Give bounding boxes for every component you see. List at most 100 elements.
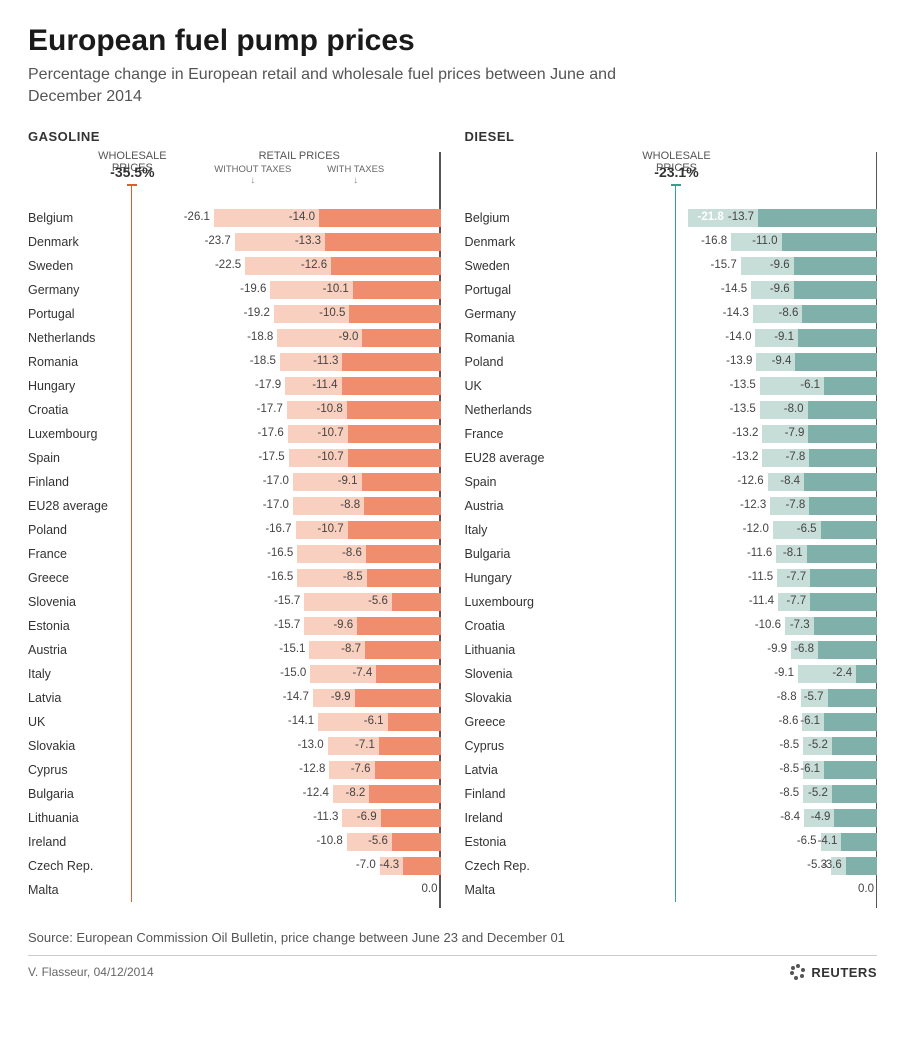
value-without-taxes: -17.5	[258, 451, 284, 463]
value-with-taxes: -4.3	[379, 859, 399, 871]
bar-area: -8.6-6.1	[565, 712, 878, 732]
retail-label: RETAIL PRICES	[214, 150, 384, 162]
bar-area: -11.5-7.7	[565, 568, 878, 588]
value-with-taxes: -6.1	[800, 379, 820, 391]
country-label: Denmark	[28, 235, 128, 249]
bar-area: -23.7 -13.3	[128, 232, 441, 252]
value-with-taxes: -7.1	[355, 739, 375, 751]
bar-without-taxes-overlay	[379, 737, 441, 755]
value-without-taxes: -23.7	[205, 235, 231, 247]
country-label: Netherlands	[28, 331, 128, 345]
country-label: Estonia	[28, 619, 128, 633]
bar-area: -16.5-8.6	[128, 544, 441, 564]
zero-label: 0.0	[422, 883, 438, 895]
country-label: Sweden	[28, 259, 128, 273]
country-label: Sweden	[465, 259, 565, 273]
data-row: Finland-8.5-5.2	[465, 782, 878, 806]
value-without-taxes: -8.5	[779, 787, 799, 799]
bar-without-taxes-overlay	[832, 737, 877, 755]
country-label: Latvia	[28, 691, 128, 705]
bar-area: -12.6-8.4	[565, 472, 878, 492]
value-with-taxes: -8.4	[780, 475, 800, 487]
bar-without-taxes-overlay	[349, 305, 440, 323]
bar-area: -15.1-8.7	[128, 640, 441, 660]
country-label: Bulgaria	[465, 547, 565, 561]
bar-without-taxes-overlay	[804, 473, 877, 491]
bar-area: -12.3-7.8	[565, 496, 878, 516]
bar-area: 0.0	[128, 880, 441, 900]
value-without-taxes: -13.2	[732, 427, 758, 439]
country-label: Latvia	[465, 763, 565, 777]
bar-without-taxes-overlay	[375, 761, 441, 779]
bar-area: -14.3-8.6	[565, 304, 878, 324]
value-with-taxes: -7.3	[790, 619, 810, 631]
country-label: Germany	[465, 307, 565, 321]
value-with-taxes: -10.5	[319, 307, 345, 319]
value-with-taxes: -6.8	[794, 643, 814, 655]
data-row: EU28 average-17.0-8.8	[28, 494, 441, 518]
value-without-taxes: -17.7	[257, 403, 283, 415]
bar-area: -13.0-7.1	[128, 736, 441, 756]
data-row: Cyprus-8.5-5.2	[465, 734, 878, 758]
country-label: Belgium	[28, 211, 128, 225]
bar-without-taxes-overlay	[795, 353, 877, 371]
data-row: Italy-12.0-6.5	[465, 518, 878, 542]
value-without-taxes: -16.5	[267, 571, 293, 583]
country-label: Malta	[28, 883, 128, 897]
country-label: France	[465, 427, 565, 441]
reuters-dots-icon	[790, 964, 806, 980]
data-row: Germany-19.6-10.1	[28, 278, 441, 302]
bar-area: -14.1-6.1	[128, 712, 441, 732]
wholesale-tick-cap	[127, 184, 137, 186]
without-taxes-label: WITHOUT TAXES	[214, 164, 291, 175]
value-with-taxes: -13.7	[728, 211, 754, 223]
bar-without-taxes-overlay	[814, 617, 877, 635]
value-without-taxes: -19.6	[240, 283, 266, 295]
data-row: Luxembourg-11.4-7.7	[465, 590, 878, 614]
panel-title: GASOLINE	[28, 129, 441, 144]
bar-without-taxes-overlay	[758, 209, 877, 227]
country-label: Denmark	[465, 235, 565, 249]
value-with-taxes: -4.9	[811, 811, 831, 823]
data-row: Poland -13.9 -9.4	[465, 350, 878, 374]
bar-without-taxes-overlay	[388, 713, 441, 731]
data-row: Latvia-8.5-6.1	[465, 758, 878, 782]
data-row: Austria-12.3-7.8	[465, 494, 878, 518]
value-with-taxes: -10.1	[323, 283, 349, 295]
data-row: Romania-18.5-11.3	[28, 350, 441, 374]
country-label: Spain	[28, 451, 128, 465]
value-without-taxes: -15.0	[280, 667, 306, 679]
value-with-taxes: -9.0	[339, 331, 359, 343]
bar-without-taxes-overlay	[846, 857, 877, 875]
bar-area: -21.8-13.7	[565, 208, 878, 228]
panel-header: WHOLESALE PRICES-35.5%RETAIL PRICESWITHO…	[28, 150, 441, 206]
bar-without-taxes-overlay	[809, 449, 877, 467]
bar-without-taxes-overlay	[392, 833, 441, 851]
value-with-taxes: -13.3	[295, 235, 321, 247]
bar-without-taxes-overlay	[369, 785, 440, 803]
country-label: Poland	[465, 355, 565, 369]
value-with-taxes: -12.6	[301, 259, 327, 271]
value-without-taxes: -9.1	[774, 667, 794, 679]
value-with-taxes: -2.4	[832, 667, 852, 679]
data-row: France-13.2-7.9	[465, 422, 878, 446]
bar-area: -16.8-11.0	[565, 232, 878, 252]
data-row: Slovenia-15.7-5.6	[28, 590, 441, 614]
data-row: UK-14.1-6.1	[28, 710, 441, 734]
credit-text: V. Flasseur, 04/12/2014	[28, 965, 154, 979]
value-without-taxes: -6.5	[797, 835, 817, 847]
value-with-taxes: -7.8	[785, 499, 805, 511]
bar-without-taxes-overlay	[353, 281, 441, 299]
bar-without-taxes-overlay	[802, 305, 877, 323]
data-row: Spain-17.5-10.7	[28, 446, 441, 470]
country-label: Romania	[465, 331, 565, 345]
bar-without-taxes-overlay	[810, 593, 877, 611]
bar-without-taxes-overlay	[807, 545, 877, 563]
value-with-taxes: -5.7	[804, 691, 824, 703]
value-with-taxes: -9.4	[772, 355, 792, 367]
data-row: EU28 average-13.2-7.8	[465, 446, 878, 470]
country-label: Slovenia	[28, 595, 128, 609]
value-without-taxes: -13.9	[726, 355, 752, 367]
bar-without-taxes-overlay	[325, 233, 440, 251]
bar-without-taxes-overlay	[782, 233, 877, 251]
